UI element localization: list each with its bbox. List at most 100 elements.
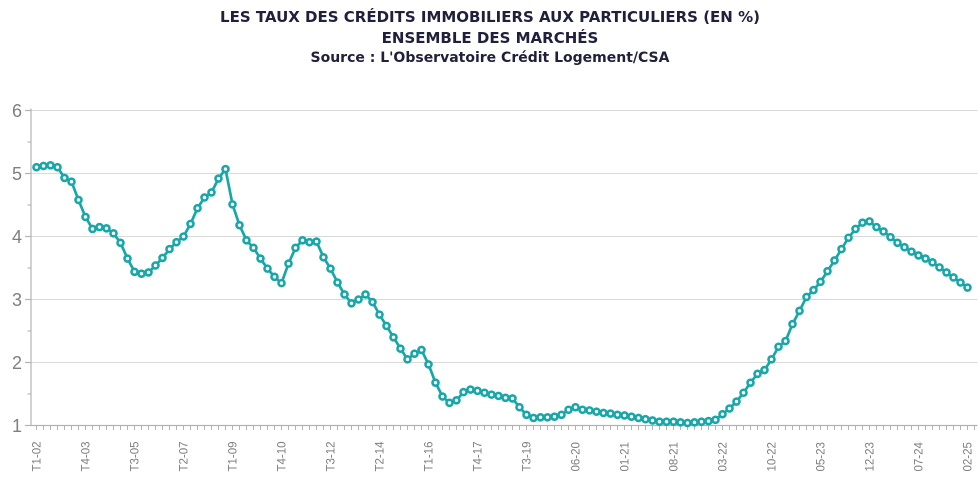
data-point [760,365,769,375]
x-tick-label: T2-07 [179,441,191,471]
data-point [795,306,804,316]
data-point [641,414,650,424]
data-point [886,232,895,242]
chart-source: Source : L'Observatoire Crédit Logement/… [310,50,670,66]
data-point [179,232,188,241]
data-point [627,412,636,421]
x-tick-label: T1-09 [228,441,240,471]
data-point [865,217,874,226]
data-point [81,212,90,222]
data-point [368,297,377,307]
data-point [704,416,713,426]
data-point [942,268,951,277]
data-point [655,417,664,427]
data-point [634,413,643,423]
data-point [501,393,510,403]
data-point [900,242,909,252]
x-tick-label: T4-03 [81,441,93,471]
data-point [32,162,41,172]
data-point [123,254,132,263]
data-point [361,290,370,299]
data-point [956,278,965,287]
data-point [914,251,923,260]
x-tick-label: 10-22 [767,442,779,471]
data-point [823,266,832,276]
data-point [571,402,580,412]
x-tick-label: T4-17 [473,441,485,471]
data-point [137,269,146,278]
x-tick-label: T3-12 [326,441,338,471]
data-point [515,402,524,412]
data-point [830,256,839,265]
data-point [690,418,699,427]
data-point [221,164,230,174]
data-point [816,277,825,287]
y-tick-label: 6 [12,101,22,121]
data-point [228,200,237,209]
data-point [494,391,503,401]
data-point [585,406,594,415]
data-point [935,263,944,272]
data-point [676,418,685,427]
data-point [242,235,251,245]
data-point [844,233,853,243]
data-point [333,278,342,287]
data-point [424,360,433,369]
data-point [438,392,447,401]
data-point [879,227,888,236]
x-tick-label: 05-23 [816,442,828,471]
data-point [473,386,482,396]
data-point [88,224,97,234]
data-point [298,235,307,245]
x-tick-label: 03-22 [718,442,730,471]
data-point [781,336,790,346]
x-tick-label: T1-16 [424,441,436,471]
data-point [669,417,678,427]
chart-title-block: LES TAUX DES CRÉDITS IMMOBILIERS AUX PAR… [0,7,980,68]
data-point [410,349,419,358]
data-point [774,342,783,352]
x-tick-label: 08-21 [669,442,681,471]
x-tick-label: 12-23 [865,442,877,471]
data-point [284,259,293,268]
data-point [193,203,202,213]
data-point [487,390,496,399]
data-point [60,173,69,183]
data-point [235,220,244,230]
data-point [312,237,321,246]
data-point [536,413,545,422]
data-point [949,273,958,282]
data-point [662,417,671,427]
data-point [459,387,468,397]
data-point [263,264,272,273]
data-point [417,345,426,355]
data-point [249,243,258,253]
data-point [158,253,167,263]
rate-line [35,163,969,425]
data-point [291,243,300,253]
data-point [543,413,552,422]
data-point [130,267,139,277]
data-point [466,385,475,394]
y-tick-label: 1 [12,416,22,436]
data-point [207,188,216,197]
data-point [718,409,727,419]
data-point [858,218,867,227]
data-point [725,404,734,413]
x-tick-label: T3-05 [130,441,142,471]
data-point [200,193,209,202]
data-point [326,264,335,273]
data-point [508,394,517,403]
data-point [256,254,265,263]
data-point [753,369,762,379]
data-point [788,319,797,329]
data-point [550,412,559,421]
data-point [109,229,118,238]
x-tick-label: T2-14 [375,441,387,472]
data-point [599,408,608,418]
data-point [445,398,454,408]
y-tick-label: 4 [12,227,22,247]
data-point [116,238,125,248]
x-tick-label: 02-25 [963,442,975,471]
